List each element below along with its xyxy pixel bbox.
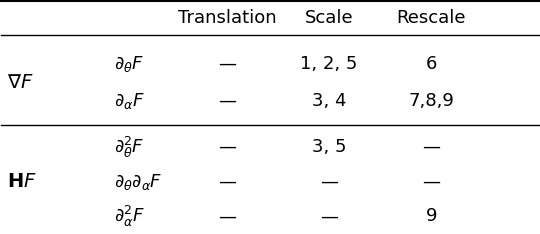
Text: 7,8,9: 7,8,9 <box>408 92 454 110</box>
Text: —: — <box>218 173 236 191</box>
Text: $\partial^2_{\theta}F$: $\partial^2_{\theta}F$ <box>114 135 145 160</box>
Text: —: — <box>218 55 236 73</box>
Text: 3, 4: 3, 4 <box>312 92 346 110</box>
Text: 6: 6 <box>426 55 437 73</box>
Text: Translation: Translation <box>178 9 276 27</box>
Text: $\partial_{\alpha}F$: $\partial_{\alpha}F$ <box>114 91 145 111</box>
Text: Scale: Scale <box>305 9 353 27</box>
Text: $\mathbf{H}F$: $\mathbf{H}F$ <box>7 172 37 191</box>
Text: —: — <box>422 138 440 156</box>
Text: —: — <box>320 207 338 225</box>
Text: $\partial_{\theta}F$: $\partial_{\theta}F$ <box>114 54 145 74</box>
Text: —: — <box>218 92 236 110</box>
Text: —: — <box>320 173 338 191</box>
Text: 1, 2, 5: 1, 2, 5 <box>300 55 358 73</box>
Text: Rescale: Rescale <box>396 9 466 27</box>
Text: —: — <box>422 173 440 191</box>
Text: —: — <box>218 207 236 225</box>
Text: 3, 5: 3, 5 <box>312 138 346 156</box>
Text: $\partial^2_{\alpha}F$: $\partial^2_{\alpha}F$ <box>114 204 145 229</box>
Text: —: — <box>218 138 236 156</box>
Text: $\partial_{\theta}\partial_{\alpha}F$: $\partial_{\theta}\partial_{\alpha}F$ <box>114 172 163 192</box>
Text: 9: 9 <box>426 207 437 225</box>
Text: $\nabla F$: $\nabla F$ <box>7 73 33 92</box>
